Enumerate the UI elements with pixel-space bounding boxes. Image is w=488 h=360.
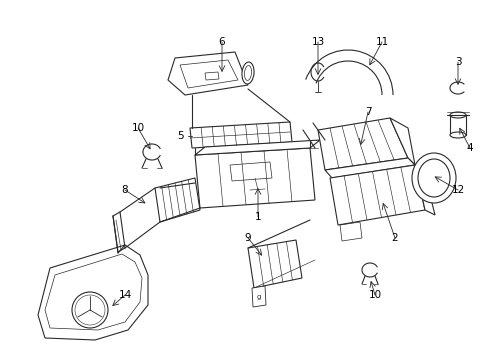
Text: 4: 4 xyxy=(466,143,472,153)
Polygon shape xyxy=(449,115,465,135)
Text: 1: 1 xyxy=(254,212,261,222)
Text: 11: 11 xyxy=(375,37,388,47)
Polygon shape xyxy=(155,178,200,222)
Circle shape xyxy=(72,292,108,328)
Text: 3: 3 xyxy=(454,57,460,67)
Polygon shape xyxy=(190,122,291,148)
Polygon shape xyxy=(325,158,414,178)
Polygon shape xyxy=(389,118,414,165)
Polygon shape xyxy=(195,140,319,155)
Text: 5: 5 xyxy=(176,131,183,141)
Polygon shape xyxy=(251,286,265,307)
Text: 10: 10 xyxy=(131,123,144,133)
Text: 9: 9 xyxy=(244,233,251,243)
Text: 14: 14 xyxy=(118,290,131,300)
Text: 6: 6 xyxy=(218,37,225,47)
Ellipse shape xyxy=(449,132,465,138)
Text: 12: 12 xyxy=(450,185,464,195)
Text: 8: 8 xyxy=(122,185,128,195)
Ellipse shape xyxy=(242,62,254,84)
Text: 10: 10 xyxy=(367,290,381,300)
Polygon shape xyxy=(168,52,247,95)
Ellipse shape xyxy=(417,159,449,197)
Polygon shape xyxy=(195,148,314,208)
Ellipse shape xyxy=(449,112,465,118)
Polygon shape xyxy=(247,240,302,288)
Polygon shape xyxy=(317,118,407,170)
Polygon shape xyxy=(38,245,148,340)
Text: g: g xyxy=(256,294,261,300)
Polygon shape xyxy=(329,165,424,225)
Text: 13: 13 xyxy=(311,37,324,47)
Polygon shape xyxy=(414,165,434,215)
Text: 7: 7 xyxy=(364,107,370,117)
Text: 2: 2 xyxy=(391,233,398,243)
Ellipse shape xyxy=(411,153,455,203)
